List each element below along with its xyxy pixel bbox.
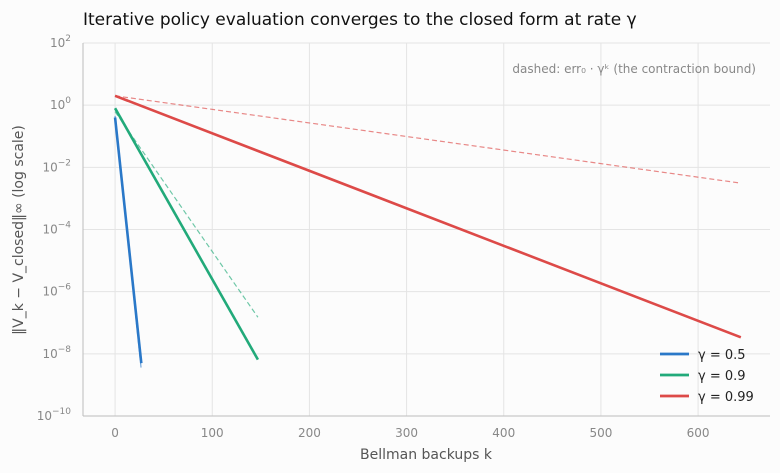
x-tick-label: 300: [395, 426, 418, 440]
y-tick-label: 10−2: [42, 158, 71, 174]
series-line-1: [113, 107, 260, 361]
gridlines: [83, 42, 770, 417]
series-line-0: [113, 117, 143, 364]
y-tick-label: 10−6: [42, 283, 71, 299]
y-tick-label: 10−10: [37, 407, 72, 423]
y-ticks: 10−10 10−8 10−6 10−4 10−2 100 102: [37, 34, 72, 423]
x-tick-label: 600: [687, 426, 710, 440]
y-tick-label: 10−4: [42, 221, 71, 237]
x-ticks: 0 100 200 300 400 500 600: [111, 426, 709, 440]
bound-annotation: dashed: err₀ · γᵏ (the contraction bound…: [512, 62, 756, 76]
x-tick-label: 100: [201, 426, 224, 440]
legend: γ = 0.5 γ = 0.9 γ = 0.99: [660, 348, 754, 405]
y-tick-label: 100: [50, 96, 71, 112]
legend-label-2: γ = 0.99: [698, 390, 754, 405]
chart-title: Iterative policy evaluation converges to…: [83, 10, 637, 30]
x-tick-label: 400: [492, 426, 515, 440]
x-axis-label: Bellman backups k: [360, 447, 493, 463]
series-line-2: [114, 94, 742, 339]
y-tick-label: 10−8: [42, 345, 71, 361]
x-tick-label: 200: [298, 426, 321, 440]
bound-lines: [114, 95, 741, 371]
bound-line-1: [114, 111, 259, 318]
y-tick-label: 102: [50, 34, 71, 50]
legend-label-0: γ = 0.5: [698, 348, 746, 363]
x-tick-label: 0: [111, 426, 119, 440]
bound-line-2: [114, 95, 741, 184]
x-tick-label: 500: [589, 426, 612, 440]
y-axis-label: ‖V_k − V_closed‖∞ (log scale): [11, 125, 27, 335]
axes-frame: [82, 43, 770, 417]
series-lines: [113, 94, 742, 364]
legend-label-1: γ = 0.9: [698, 369, 746, 384]
